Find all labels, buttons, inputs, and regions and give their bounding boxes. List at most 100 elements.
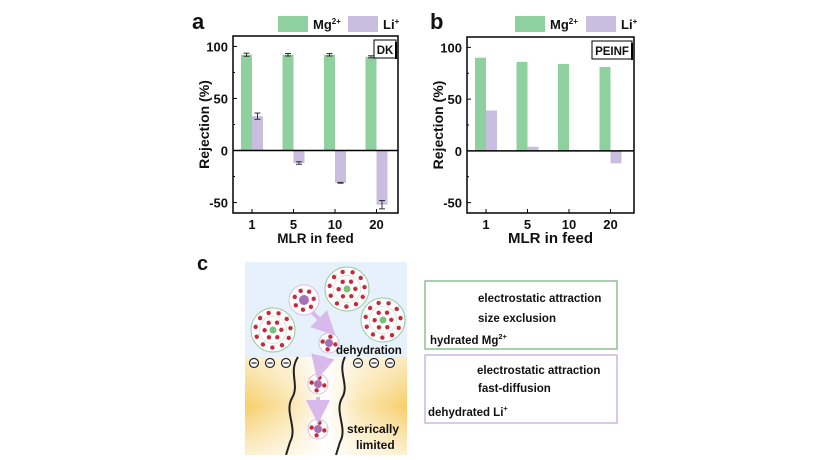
x-axis-title: MLR in feed <box>277 231 354 246</box>
water-oxygen <box>300 307 306 312</box>
water-hydrogen <box>310 288 313 291</box>
water-oxygen <box>340 269 345 275</box>
water-hydrogen <box>352 278 355 281</box>
water-hydrogen <box>361 274 364 277</box>
water-hydrogen <box>296 302 299 305</box>
error-bar <box>296 161 302 165</box>
x-axis-title: MLR in feed <box>508 230 593 247</box>
water-hydrogen <box>289 334 292 337</box>
dehydrated-li-ion-core <box>325 339 333 347</box>
x-tick-label: 10 <box>562 217 576 232</box>
bar-li-5 <box>293 150 305 164</box>
water-oxygen <box>322 428 327 433</box>
legend-li-sup: + <box>633 17 638 26</box>
water-hydrogen <box>273 344 276 347</box>
y-tick-label: 50 <box>214 91 228 106</box>
water-oxygen <box>270 345 275 350</box>
water-oxygen <box>286 335 291 341</box>
dehydrated-li-ion <box>318 332 340 354</box>
water-oxygen <box>253 324 258 330</box>
water-hydrogen <box>347 303 350 306</box>
mg-mechanism-1: electrostatic attraction <box>478 293 601 305</box>
panel-label-b: b <box>430 9 443 34</box>
hydrated-mg-ion-inner-shell <box>368 305 398 335</box>
hydrated-mg-ion <box>360 297 406 343</box>
water-oxygen <box>292 294 297 300</box>
water-oxygen <box>320 339 325 344</box>
water-hydrogen <box>356 301 359 304</box>
water-oxygen <box>328 334 333 339</box>
water-oxygen <box>340 279 345 285</box>
diagram-c: dehydration sterically limited electrost… <box>245 262 618 456</box>
y-tick-label: 0 <box>221 144 228 159</box>
dehydrated-li-ion-core <box>314 380 322 388</box>
water-hydrogen <box>397 305 400 308</box>
water-hydrogen <box>365 284 368 287</box>
legend-swatch-mg <box>278 16 308 32</box>
water-hydrogen <box>269 309 272 312</box>
y-tick-label: 50 <box>448 92 462 107</box>
water-oxygen <box>328 293 333 298</box>
water-oxygen <box>360 294 365 300</box>
water-hydrogen <box>325 382 328 385</box>
bar-mg-5 <box>516 61 528 151</box>
water-oxygen <box>348 279 354 284</box>
water-oxygen <box>385 324 390 330</box>
legend-label-li: Li+ <box>383 17 400 32</box>
water-hydrogen <box>388 309 391 312</box>
water-oxygen <box>380 335 385 340</box>
legend-mg-text: Mg <box>313 17 332 32</box>
water-oxygen <box>257 315 263 321</box>
dehydrated-li-ion <box>307 373 329 395</box>
water-hydrogen <box>278 319 281 322</box>
limited-label: limited <box>356 438 395 452</box>
x-tick-label: 10 <box>328 217 342 232</box>
water-hydrogen <box>379 324 382 327</box>
y-tick-label: 100 <box>440 40 462 55</box>
inset-label: PEINF <box>595 46 629 58</box>
bar-mg-10 <box>324 54 335 151</box>
water-oxygen <box>260 342 266 347</box>
legend-label-li: Li+ <box>621 17 638 32</box>
water-hydrogen <box>373 331 376 334</box>
error-bar <box>243 52 250 57</box>
water-hydrogen <box>335 274 338 277</box>
x-tick-label: 1 <box>248 217 255 232</box>
x-tick-label: 5 <box>290 217 297 232</box>
bar-li-1 <box>252 116 263 151</box>
y-tick-label: 0 <box>455 144 462 159</box>
dehydrated-li-ion <box>307 418 329 440</box>
water-oxygen <box>311 296 316 301</box>
legend-swatch-mg <box>515 16 545 32</box>
water-hydrogen <box>320 374 323 377</box>
li-mechanism-2: fast-diffusion <box>478 383 551 395</box>
arrow-1 <box>310 310 336 336</box>
water-oxygen <box>363 314 368 320</box>
water-oxygen <box>350 270 355 275</box>
bar-mg-20 <box>599 67 611 151</box>
water-oxygen <box>308 304 314 310</box>
error-bar <box>337 181 344 184</box>
bar-mg-20 <box>365 56 377 151</box>
water-oxygen <box>376 310 381 316</box>
water-oxygen <box>358 275 363 281</box>
y-axis-title: Rejection (%) <box>430 81 446 170</box>
water-hydrogen <box>312 379 315 382</box>
water-oxygen <box>309 425 314 430</box>
water-oxygen <box>372 317 377 323</box>
water-hydrogen <box>331 333 334 336</box>
legend-li-sup: + <box>395 17 400 26</box>
water-hydrogen <box>295 293 298 296</box>
water-hydrogen <box>278 334 281 337</box>
water-oxygen <box>322 383 327 388</box>
legend-li-text: Li <box>383 17 395 32</box>
water-hydrogen <box>261 315 264 318</box>
hydrated-mg-ion-inner-shell <box>258 315 288 345</box>
water-hydrogen <box>392 316 395 319</box>
water-oxygen <box>276 311 281 316</box>
water-hydrogen <box>388 324 391 327</box>
water-hydrogen <box>265 327 268 330</box>
water-hydrogen <box>379 309 382 312</box>
error-bar <box>379 200 385 210</box>
error-bar <box>368 55 374 59</box>
